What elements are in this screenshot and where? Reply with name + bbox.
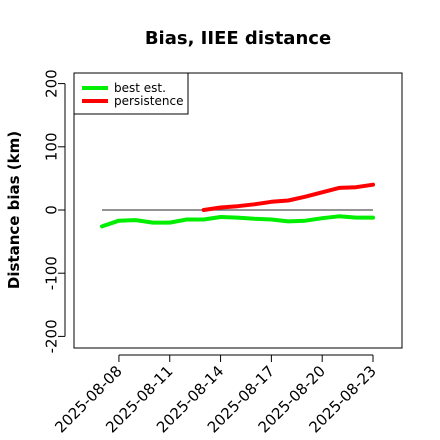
data-point-best-est: [338, 215, 340, 217]
data-point-persistence: [253, 203, 255, 205]
data-point-persistence: [338, 187, 340, 189]
y-tick-label: 200: [43, 69, 61, 98]
data-point-persistence: [220, 206, 222, 208]
data-point-best-est: [321, 217, 323, 219]
data-point-best-est: [270, 218, 272, 220]
data-point-best-est: [372, 217, 374, 219]
data-point-best-est: [152, 222, 154, 224]
series-layer: [100, 182, 375, 229]
y-axis: -200 -100 0 100 200: [43, 69, 66, 353]
y-tick-label: 100: [43, 132, 61, 161]
legend-label-best-est: best est.: [114, 81, 166, 95]
data-point-persistence: [237, 205, 238, 207]
data-point-best-est: [287, 220, 289, 222]
y-tick-label: -200: [43, 319, 61, 353]
data-point-persistence: [304, 196, 306, 198]
y-tick-label: 0: [43, 205, 61, 215]
data-point-best-est: [186, 218, 188, 220]
series-line-persistence: [201, 182, 375, 212]
data-point-best-est: [304, 220, 306, 222]
legend: best est. persistence: [73, 72, 189, 115]
data-point-best-est: [220, 216, 222, 218]
legend-box: [73, 72, 189, 115]
data-point-persistence: [372, 184, 374, 186]
data-point-best-est: [135, 219, 137, 221]
plot-frame: [73, 72, 403, 349]
legend-label-persistence: persistence: [114, 94, 183, 108]
data-point-persistence: [355, 186, 357, 188]
data-point-persistence: [203, 209, 205, 211]
data-point-best-est: [237, 217, 238, 219]
data-point-best-est: [203, 218, 205, 220]
data-point-persistence: [287, 200, 289, 202]
data-point-best-est: [169, 222, 171, 224]
data-point-best-est: [101, 225, 103, 227]
data-point-best-est: [118, 220, 120, 222]
data-point-best-est: [355, 217, 357, 219]
data-point-persistence: [321, 191, 323, 193]
data-point-persistence: [270, 201, 272, 203]
chart-title: Bias, IIEE distance: [145, 28, 331, 49]
y-tick-label: -100: [43, 256, 61, 290]
y-axis-title: Distance bias (km): [5, 131, 23, 289]
data-point-best-est: [253, 218, 255, 220]
x-axis: 2025-08-082025-08-112025-08-142025-08-17…: [51, 354, 380, 436]
